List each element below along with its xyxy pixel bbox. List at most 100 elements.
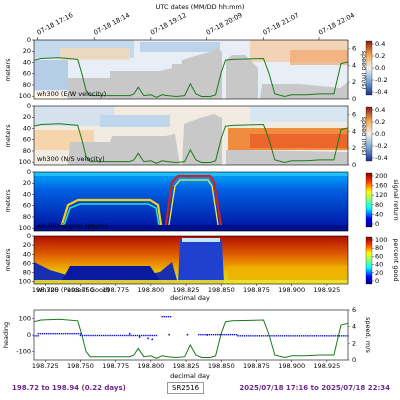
heading-point xyxy=(206,334,208,336)
panel-percent-good: wh300 (Percent Good) meters 020406080100… xyxy=(4,232,400,302)
heading-point xyxy=(83,334,86,337)
colorbar-tick-label: 60 xyxy=(375,252,383,260)
heading-point xyxy=(50,332,52,335)
heading-point xyxy=(102,334,105,337)
colorbar-tick-label: 40 xyxy=(375,210,383,218)
heading-point xyxy=(117,334,120,337)
heading-point xyxy=(33,335,35,337)
heading-axis-label: heading xyxy=(2,322,10,348)
heading-point xyxy=(94,334,96,337)
heading-point xyxy=(147,337,149,340)
speed-tick-label: 4 xyxy=(352,323,356,331)
heading-point xyxy=(267,335,269,337)
heading-point xyxy=(279,335,282,337)
panel-ns-label: wh300 (N/S velocity) xyxy=(37,155,105,163)
y-tick-label: 20 xyxy=(23,179,31,187)
heading-point xyxy=(43,332,46,335)
panel5-xlabel: decimal day xyxy=(170,372,210,380)
y-tick-label: 0 xyxy=(27,36,31,44)
heading-point xyxy=(79,334,82,337)
heading-point xyxy=(128,334,130,337)
heading-point xyxy=(233,333,236,336)
colorbar-tick-label: 0.4 xyxy=(375,106,385,114)
colorbar-tick-label: 0.0 xyxy=(375,64,385,72)
heading-point xyxy=(283,335,286,337)
heading-point xyxy=(313,335,315,337)
heading-point xyxy=(126,334,128,337)
x-tick-label: 198.725 xyxy=(32,362,59,370)
panel-ns-ylabel: meters xyxy=(4,124,12,148)
x-tick-label: 198.800 xyxy=(137,362,164,370)
heading-point xyxy=(111,334,113,337)
colorbar-pg xyxy=(365,236,373,285)
y-tick-label: 80 xyxy=(23,81,31,89)
heading-point xyxy=(115,334,118,337)
heading-point xyxy=(198,333,200,336)
heading-point xyxy=(35,335,37,337)
heading-point xyxy=(219,333,221,336)
top-axis-title: UTC dates (MM/DD hh:mm) xyxy=(156,3,245,11)
speed-tick-label: 0 xyxy=(352,161,356,169)
heading-point xyxy=(100,334,103,337)
panel-heading-speed: 198.725 198.750 198.775 198.800 198.825 198.8… xyxy=(2,306,372,380)
heading-point xyxy=(204,333,206,336)
speed-tick-label: 2 xyxy=(352,339,356,347)
colorbar-tick-label: 100 xyxy=(375,236,387,244)
y-tick-label: 100 xyxy=(19,278,31,286)
heading-tick-label: 100 xyxy=(19,314,31,322)
heading-point xyxy=(302,335,305,337)
panel-signal-ylabel: meters xyxy=(4,189,12,213)
x-tick-label: 198.725 xyxy=(32,286,59,294)
y-tick-label: 60 xyxy=(23,70,31,78)
heading-point xyxy=(75,332,77,335)
y-tick-label: 40 xyxy=(23,124,31,132)
heading-point xyxy=(330,335,332,337)
speed-tick-label: 2 xyxy=(352,78,356,86)
heading-point xyxy=(298,335,301,337)
y-tick-label: 60 xyxy=(23,202,31,210)
heading-point xyxy=(347,335,349,337)
heading-point xyxy=(128,333,131,335)
panel-pg-ylabel: meters xyxy=(4,248,12,272)
colorbar-tick-label: 0 xyxy=(375,277,379,285)
y-tick-label: 80 xyxy=(23,147,31,155)
heading-point xyxy=(217,333,219,336)
heading-point xyxy=(52,332,54,335)
colorbar-tick-label: 40 xyxy=(375,261,383,269)
heading-point xyxy=(136,334,139,337)
heading-point xyxy=(69,332,71,335)
heading-point xyxy=(122,334,124,337)
y-tick-label: 0 xyxy=(27,168,31,176)
heading-point xyxy=(145,334,147,337)
heading-point xyxy=(288,335,290,337)
heading-point xyxy=(296,335,299,337)
x-tick-label: 198.775 xyxy=(102,286,129,294)
heading-point xyxy=(237,335,239,337)
heading-point xyxy=(334,335,337,337)
heading-point xyxy=(236,333,238,336)
heading-point xyxy=(37,332,39,335)
panel-signal-return: wh300 (signal return) meters 0 20 40 60 80 10… xyxy=(4,168,400,232)
heading-point xyxy=(326,335,328,337)
heading-point xyxy=(208,333,211,336)
x-tick-label: 198.825 xyxy=(173,286,200,294)
heading-point xyxy=(225,333,227,336)
x-tick-label: 198.925 xyxy=(313,286,340,294)
y-tick-label: 0 xyxy=(27,232,31,240)
speed-tick-label: 4 xyxy=(352,127,356,135)
heading-point xyxy=(151,338,154,341)
heading-point xyxy=(264,335,267,337)
heading-point xyxy=(252,335,254,337)
heading-point xyxy=(90,334,92,337)
heading-point xyxy=(227,333,230,336)
colorbar-signal xyxy=(365,172,373,228)
panel-pg-xlabel: decimal day xyxy=(170,294,210,302)
ship-speed-line-ns xyxy=(34,123,348,164)
heading-point xyxy=(223,333,225,336)
heading-point xyxy=(67,332,69,335)
heading-point xyxy=(37,335,39,337)
y-tick-label: 40 xyxy=(23,58,31,66)
heading-point xyxy=(245,335,248,337)
heading-point xyxy=(60,332,63,335)
y-tick-label: 20 xyxy=(23,113,31,121)
